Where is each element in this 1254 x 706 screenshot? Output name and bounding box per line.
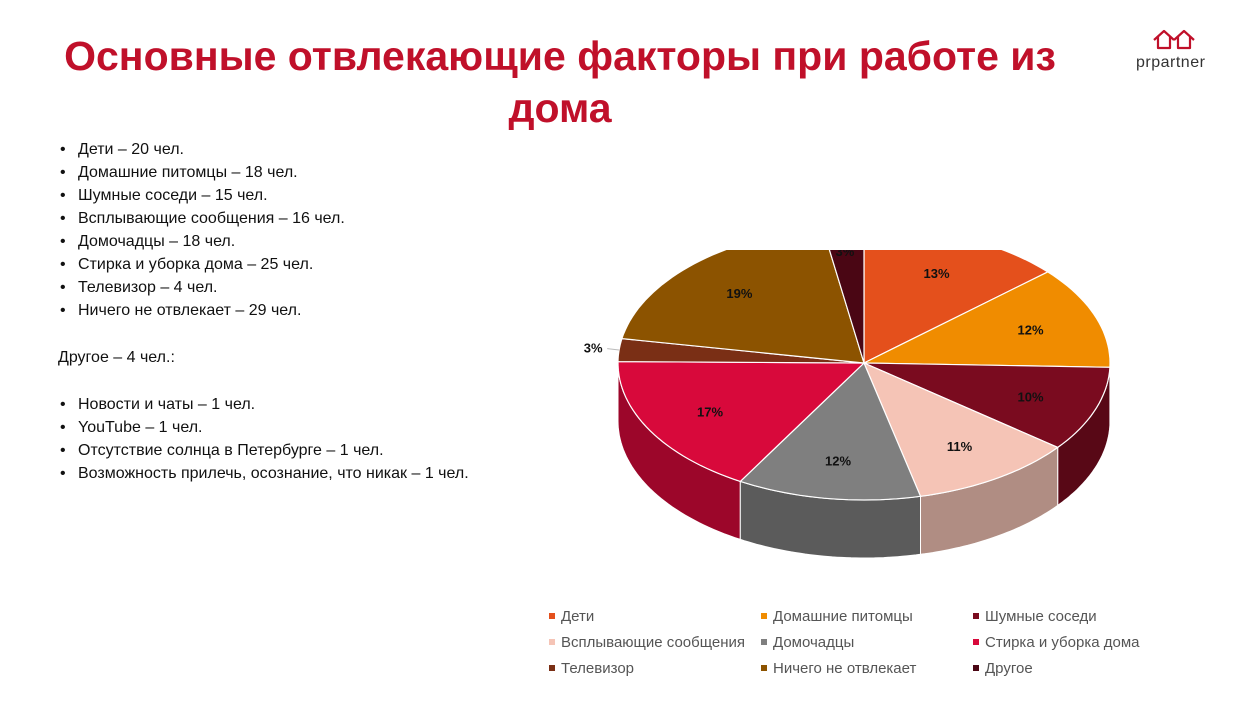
slice-label: 19% [726, 286, 752, 301]
legend-item: Дети [549, 606, 761, 626]
house-logo-icon [1153, 29, 1195, 50]
slice-label: 12% [825, 454, 851, 469]
legend-item: Домашние питомцы [761, 606, 973, 626]
legend-swatch [761, 639, 767, 645]
pie-slice [617, 360, 866, 483]
list-item: Всплывающие сообщения – 16 чел. [58, 207, 508, 230]
list-item: YouTube – 1 чел. [58, 416, 508, 439]
legend-swatch [549, 639, 555, 645]
legend-swatch [761, 665, 767, 671]
legend-label: Ничего не отвлекает [773, 659, 917, 677]
list-item: Отсутствие солнца в Петербурге – 1 чел. [58, 439, 508, 462]
pie-slice [828, 250, 865, 364]
legend-item: Другое [973, 658, 1209, 678]
list-item: Домашние питомцы – 18 чел. [58, 161, 508, 184]
factors-list: Дети – 20 чел. Домашние питомцы – 18 чел… [58, 138, 508, 322]
slice-label: 17% [697, 405, 723, 420]
slice-label: 3% [836, 250, 855, 259]
legend-item: Ничего не отвлекает [761, 658, 973, 678]
legend-label: Другое [985, 659, 1033, 677]
legend-swatch [549, 665, 555, 671]
legend-swatch [973, 639, 979, 645]
label-leader-line [607, 348, 620, 351]
list-item: Шумные соседи – 15 чел. [58, 184, 508, 207]
slice-label: 13% [923, 266, 949, 281]
other-list: Новости и чаты – 1 чел. YouTube – 1 чел.… [58, 393, 508, 485]
legend-item: Всплывающие сообщения [549, 632, 761, 652]
slice-label: 3% [584, 341, 603, 356]
list-item: Ничего не отвлекает – 29 чел. [58, 299, 508, 322]
list-item: Новости и чаты – 1 чел. [58, 393, 508, 416]
other-heading: Другое – 4 чел.: [58, 349, 175, 366]
list-item: Телевизор – 4 чел. [58, 276, 508, 299]
legend-label: Стирка и уборка дома [985, 633, 1140, 651]
slice-label: 12% [1017, 322, 1043, 337]
legend-swatch [973, 613, 979, 619]
legend-item: Телевизор [549, 658, 761, 678]
pie-chart: 13% 12% 10% 11% 12% 17% 3% 19% 3% [584, 250, 1111, 559]
logo: prpartner [1132, 28, 1222, 78]
legend-label: Телевизор [561, 659, 635, 677]
legend-swatch [761, 613, 767, 619]
slice-label: 11% [947, 439, 973, 454]
factors-panel: Дети – 20 чел. Домашние питомцы – 18 чел… [58, 138, 508, 485]
pie-slice [863, 250, 1049, 364]
pie-sides [617, 362, 1111, 559]
legend-label: Домашние питомцы [773, 607, 913, 625]
pie-top [617, 250, 1111, 501]
legend-item: Домочадцы [761, 632, 973, 652]
list-item: Дети – 20 чел. [58, 138, 508, 161]
pie-slice [863, 271, 1111, 368]
list-item: Стирка и уборка дома – 25 чел. [58, 253, 508, 276]
legend-swatch [549, 613, 555, 619]
legend-label: Домочадцы [773, 633, 855, 651]
slide-title: Основные отвлекающие факторы при работе … [64, 33, 1056, 131]
chart-legend: Дети Домашние питомцы Шумные соседи Всплыва… [549, 606, 1209, 678]
logo-text: prpartner [1136, 54, 1206, 71]
pie-slice [862, 361, 1059, 497]
pie-slice [739, 361, 922, 501]
legend-swatch [973, 665, 979, 671]
pie-slice [863, 362, 1111, 449]
list-item: Домочадцы – 18 чел. [58, 230, 508, 253]
legend-label: Дети [561, 607, 595, 625]
slice-label: 10% [1017, 390, 1043, 405]
legend-label: Всплывающие сообщения [561, 633, 746, 651]
legend-label: Шумные соседи [985, 607, 1097, 625]
legend-item: Стирка и уборка дома [973, 632, 1209, 652]
pie-slice [621, 250, 865, 364]
list-item: Возможность прилечь, осознание, что ника… [58, 462, 508, 485]
legend-item: Шумные соседи [973, 606, 1209, 626]
